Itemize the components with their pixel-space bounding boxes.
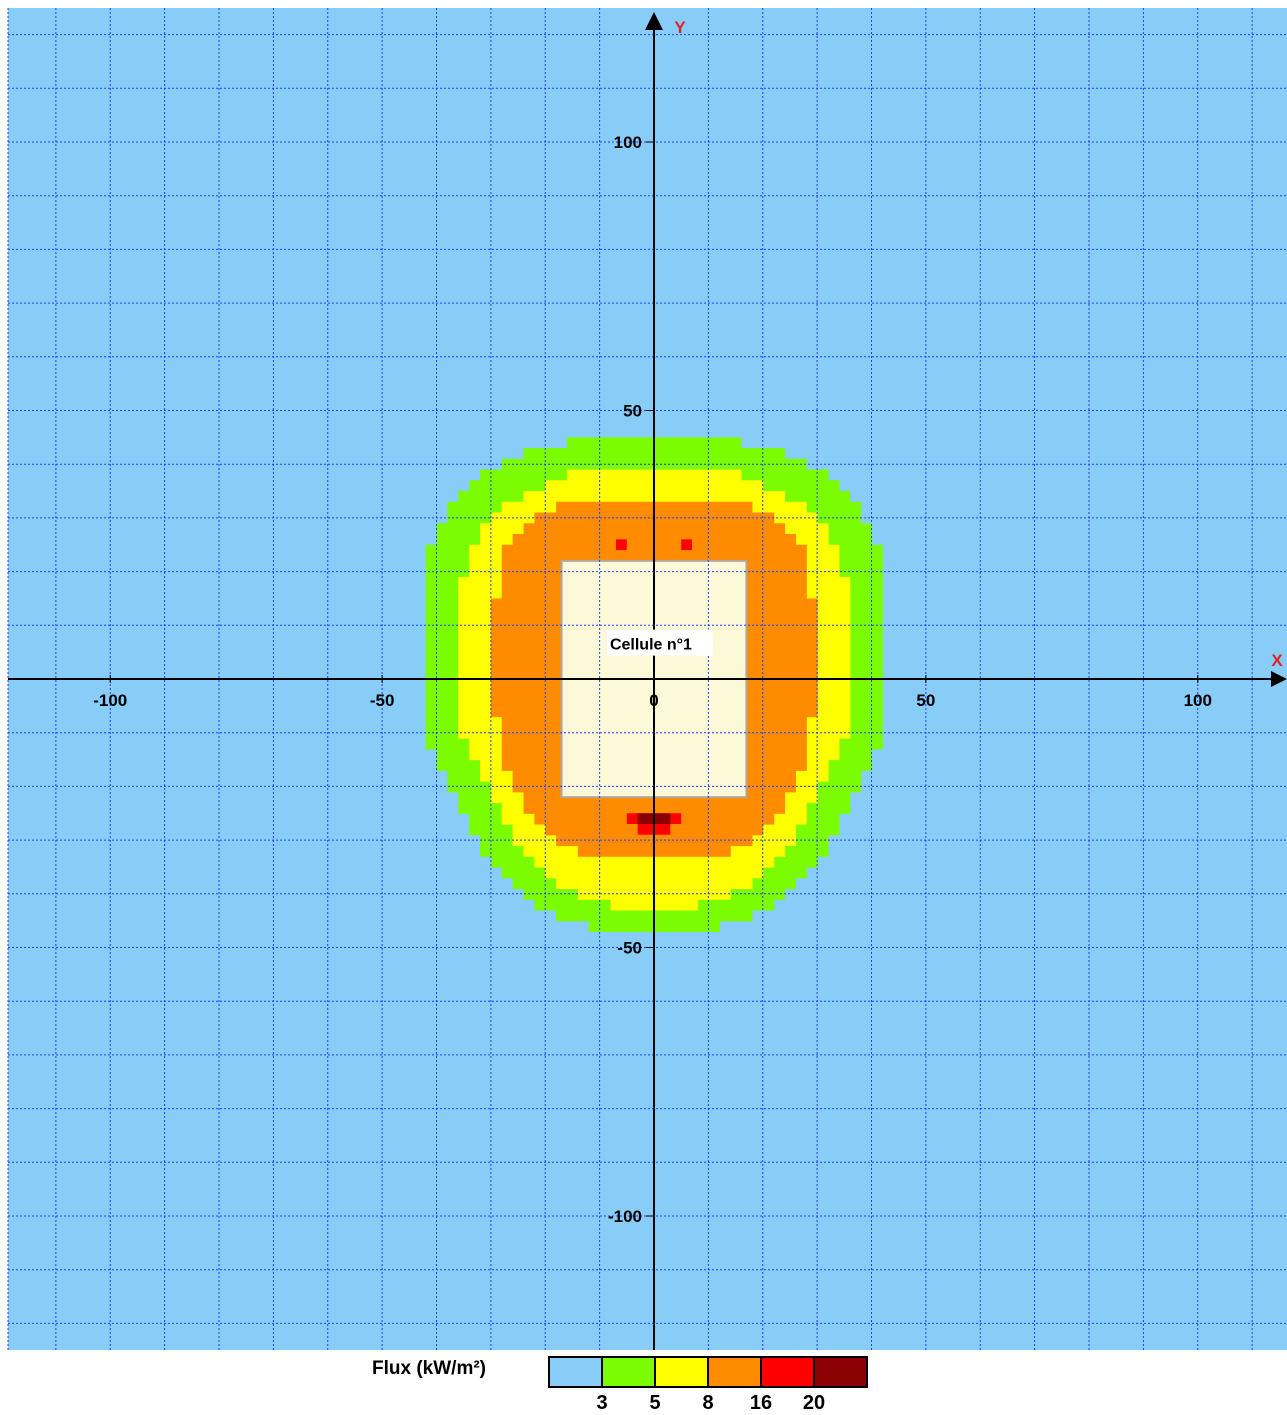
legend-swatch-2 bbox=[656, 1358, 709, 1386]
legend-threshold-label: 20 bbox=[802, 1392, 826, 1414]
legend-title: Flux (kW/m²) bbox=[372, 1358, 486, 1379]
axes bbox=[8, 12, 1287, 1350]
hotspot-class-4 bbox=[615, 539, 627, 551]
hotspot-class-4 bbox=[681, 539, 693, 551]
zone-label-background bbox=[606, 629, 713, 656]
legend-swatch-5 bbox=[815, 1358, 866, 1386]
legend-swatch-0 bbox=[550, 1358, 603, 1386]
tick-labels: -100 -50 0 50 100 100 50 -50 -100 bbox=[93, 133, 1212, 1226]
x-tick-label: 50 bbox=[916, 691, 935, 710]
legend-threshold-label: 3 bbox=[596, 1392, 608, 1414]
zone-label-group: Cellule n°1 bbox=[606, 629, 713, 656]
legend-swatch-3 bbox=[709, 1358, 762, 1386]
x-axis-label: X bbox=[1271, 651, 1283, 670]
zone-label: Cellule n°1 bbox=[610, 636, 692, 653]
y-tick-label: 100 bbox=[614, 133, 642, 152]
x-tick-label: 100 bbox=[1184, 691, 1212, 710]
x-tick-label: -100 bbox=[93, 691, 127, 710]
legend-threshold-label: 5 bbox=[649, 1392, 661, 1414]
legend: Flux (kW/m²) 3 5 8 16 20 bbox=[372, 1356, 892, 1414]
y-axis-label: Y bbox=[674, 18, 686, 37]
legend-threshold-label: 8 bbox=[702, 1392, 714, 1414]
x-tick-label: 0 bbox=[649, 691, 658, 710]
x-tick-label: -50 bbox=[370, 691, 395, 710]
legend-swatch-1 bbox=[603, 1358, 656, 1386]
legend-swatch-4 bbox=[762, 1358, 815, 1386]
y-tick-label: -100 bbox=[608, 1207, 642, 1226]
y-tick-label: 50 bbox=[623, 402, 642, 421]
x-axis-arrow bbox=[1271, 671, 1287, 687]
y-tick-label: -50 bbox=[617, 939, 642, 958]
y-axis-arrow bbox=[645, 12, 663, 30]
legend-threshold-label: 16 bbox=[749, 1392, 773, 1414]
grid-lines bbox=[7, 8, 1287, 1350]
legend-color-bar bbox=[548, 1356, 868, 1388]
